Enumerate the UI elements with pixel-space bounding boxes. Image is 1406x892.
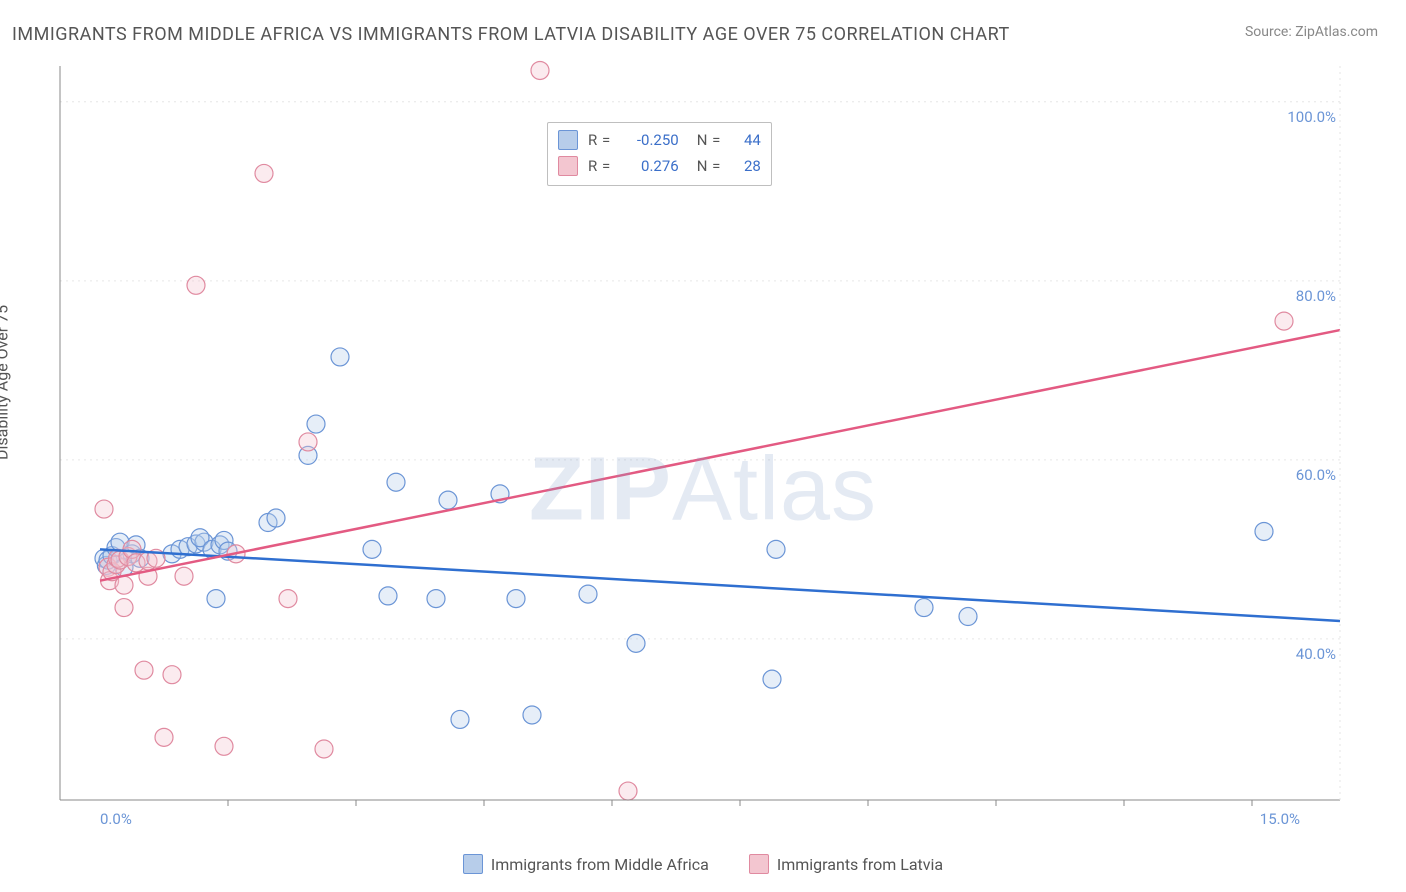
legend-row: R = 0.276 N = 28: [558, 153, 761, 179]
data-point: [187, 276, 205, 294]
legend-item: Immigrants from Latvia: [749, 854, 943, 874]
data-point: [1255, 522, 1273, 540]
data-point: [115, 599, 133, 617]
legend-swatch: [558, 130, 578, 150]
source-name: ZipAtlas.com: [1295, 24, 1378, 40]
data-point: [299, 433, 317, 451]
n-label: N =: [697, 131, 721, 149]
data-point: [379, 587, 397, 605]
n-value: 28: [731, 157, 761, 175]
data-point: [507, 590, 525, 608]
data-point: [763, 670, 781, 688]
svg-text:80.0%: 80.0%: [1296, 287, 1336, 305]
data-point: [267, 509, 285, 527]
data-point: [155, 728, 173, 746]
data-point: [767, 540, 785, 558]
chart-title: IMMIGRANTS FROM MIDDLE AFRICA VS IMMIGRA…: [12, 24, 1010, 45]
data-point: [451, 710, 469, 728]
data-point: [175, 567, 193, 585]
legend-label: Immigrants from Middle Africa: [491, 855, 709, 874]
data-point: [959, 608, 977, 626]
legend-label: Immigrants from Latvia: [777, 855, 943, 874]
data-point: [215, 737, 233, 755]
axis-tick-labels: 40.0% 60.0% 80.0% 100.0% 0.0% 15.0%: [100, 108, 1336, 828]
legend-item: Immigrants from Middle Africa: [463, 854, 709, 874]
source-attribution: Source: ZipAtlas.com: [1245, 24, 1378, 40]
data-point: [331, 348, 349, 366]
svg-text:40.0%: 40.0%: [1296, 645, 1336, 663]
data-point: [279, 590, 297, 608]
y-axis-label: Disability Age Over 75: [0, 305, 12, 460]
data-point: [915, 599, 933, 617]
legend-swatch: [749, 854, 769, 874]
plot-area: Disability Age Over 75 40.0%60.0%80.0%10…: [12, 60, 1394, 860]
data-point: [1275, 312, 1293, 330]
data-point: [307, 415, 325, 433]
series-legend: Immigrants from Middle Africa Immigrants …: [0, 854, 1406, 874]
data-point: [115, 576, 133, 594]
svg-text:0.0%: 0.0%: [100, 810, 132, 828]
trend-lines: [100, 330, 1340, 621]
trend-line: [100, 330, 1340, 581]
data-point: [427, 590, 445, 608]
source-label: Source:: [1245, 24, 1292, 40]
n-label: N =: [697, 157, 721, 175]
data-point: [531, 61, 549, 79]
svg-text:15.0%: 15.0%: [1260, 810, 1300, 828]
data-point: [619, 782, 637, 800]
data-point: [363, 540, 381, 558]
r-label: R =: [588, 157, 611, 175]
data-point: [135, 661, 153, 679]
svg-text:60.0%: 60.0%: [1296, 466, 1336, 484]
data-point: [387, 473, 405, 491]
legend-swatch: [463, 854, 483, 874]
data-point: [95, 500, 113, 518]
data-point: [439, 491, 457, 509]
data-point: [523, 706, 541, 724]
data-point: [627, 634, 645, 652]
r-label: R =: [588, 131, 611, 149]
data-point: [207, 590, 225, 608]
data-point: [163, 666, 181, 684]
data-point: [579, 585, 597, 603]
data-point: [255, 164, 273, 182]
r-value: -0.250: [621, 131, 679, 149]
trend-line: [100, 549, 1340, 621]
svg-text:100.0%: 100.0%: [1287, 108, 1336, 126]
n-value: 44: [731, 131, 761, 149]
correlation-legend: R = -0.250 N = 44 R = 0.276 N = 28: [547, 122, 772, 186]
r-value: 0.276: [621, 157, 679, 175]
legend-swatch: [558, 156, 578, 176]
data-point: [315, 740, 333, 758]
legend-row: R = -0.250 N = 44: [558, 127, 761, 153]
